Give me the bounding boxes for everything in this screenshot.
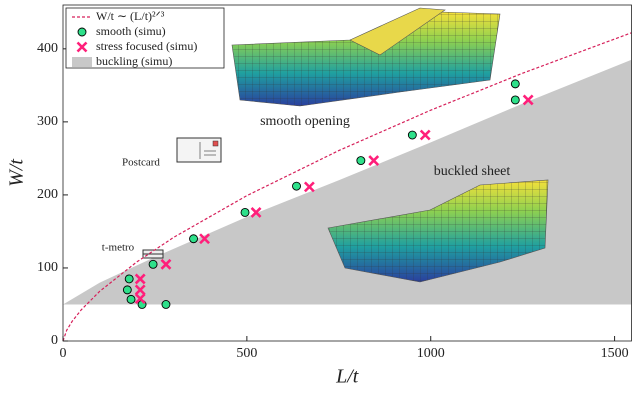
- annotation: t-metro: [102, 242, 135, 254]
- fit-line: [62, 32, 632, 342]
- point: [368, 155, 380, 167]
- y-tick-label: 300: [37, 114, 58, 129]
- legend-swatch: [77, 27, 87, 37]
- y-tick-label: 400: [37, 41, 58, 56]
- point: [510, 95, 520, 105]
- overlay: 0 500 1000 1500 0 100 200 300 400 L/t W/t smooth op…: [6, 4, 632, 388]
- annotation: smooth opening: [260, 114, 350, 129]
- point: [134, 293, 146, 305]
- point: [240, 207, 250, 217]
- x-tick-label: 1000: [417, 346, 445, 361]
- point: [126, 294, 136, 304]
- point: [407, 130, 417, 140]
- y-tick-label: 200: [37, 187, 58, 202]
- legend-label: smooth (simu): [96, 24, 166, 38]
- surface-smooth: [231, 7, 501, 107]
- point: [134, 273, 146, 285]
- point: [122, 285, 132, 295]
- point: [292, 181, 301, 191]
- point: [124, 274, 134, 284]
- legend-swatch: [76, 41, 88, 53]
- point: [148, 259, 158, 269]
- y-tick-label: 100: [37, 260, 58, 275]
- annotation: buckled sheet: [434, 164, 511, 179]
- annotation: Postcard: [122, 157, 160, 169]
- postcard-icon: [176, 137, 222, 163]
- x-axis-label: L/t: [335, 366, 359, 388]
- point: [419, 129, 431, 141]
- point: [160, 258, 172, 270]
- legend-label: stress focused (simu): [96, 39, 197, 53]
- ticket-icon: [142, 249, 164, 259]
- point: [522, 94, 534, 106]
- legend-swatch: [72, 57, 92, 67]
- y-tick-label: 0: [51, 333, 58, 348]
- point: [510, 79, 520, 89]
- legend-label: buckling (simu): [96, 54, 172, 68]
- x-tick-label: 1500: [601, 346, 629, 361]
- x-tick-label: 0: [60, 346, 67, 361]
- surface-buckled: [327, 179, 549, 283]
- point: [161, 300, 171, 309]
- point: [356, 156, 366, 166]
- point: [250, 207, 262, 218]
- y-axis-label: W/t: [6, 159, 28, 187]
- point: [303, 181, 315, 193]
- point: [189, 234, 198, 244]
- legend-label: W/t ∼ (L/t)²ᐟ³: [96, 9, 165, 23]
- legend-box: [65, 7, 225, 69]
- x-tick-label: 500: [236, 346, 257, 361]
- point: [134, 284, 146, 296]
- point: [199, 233, 210, 245]
